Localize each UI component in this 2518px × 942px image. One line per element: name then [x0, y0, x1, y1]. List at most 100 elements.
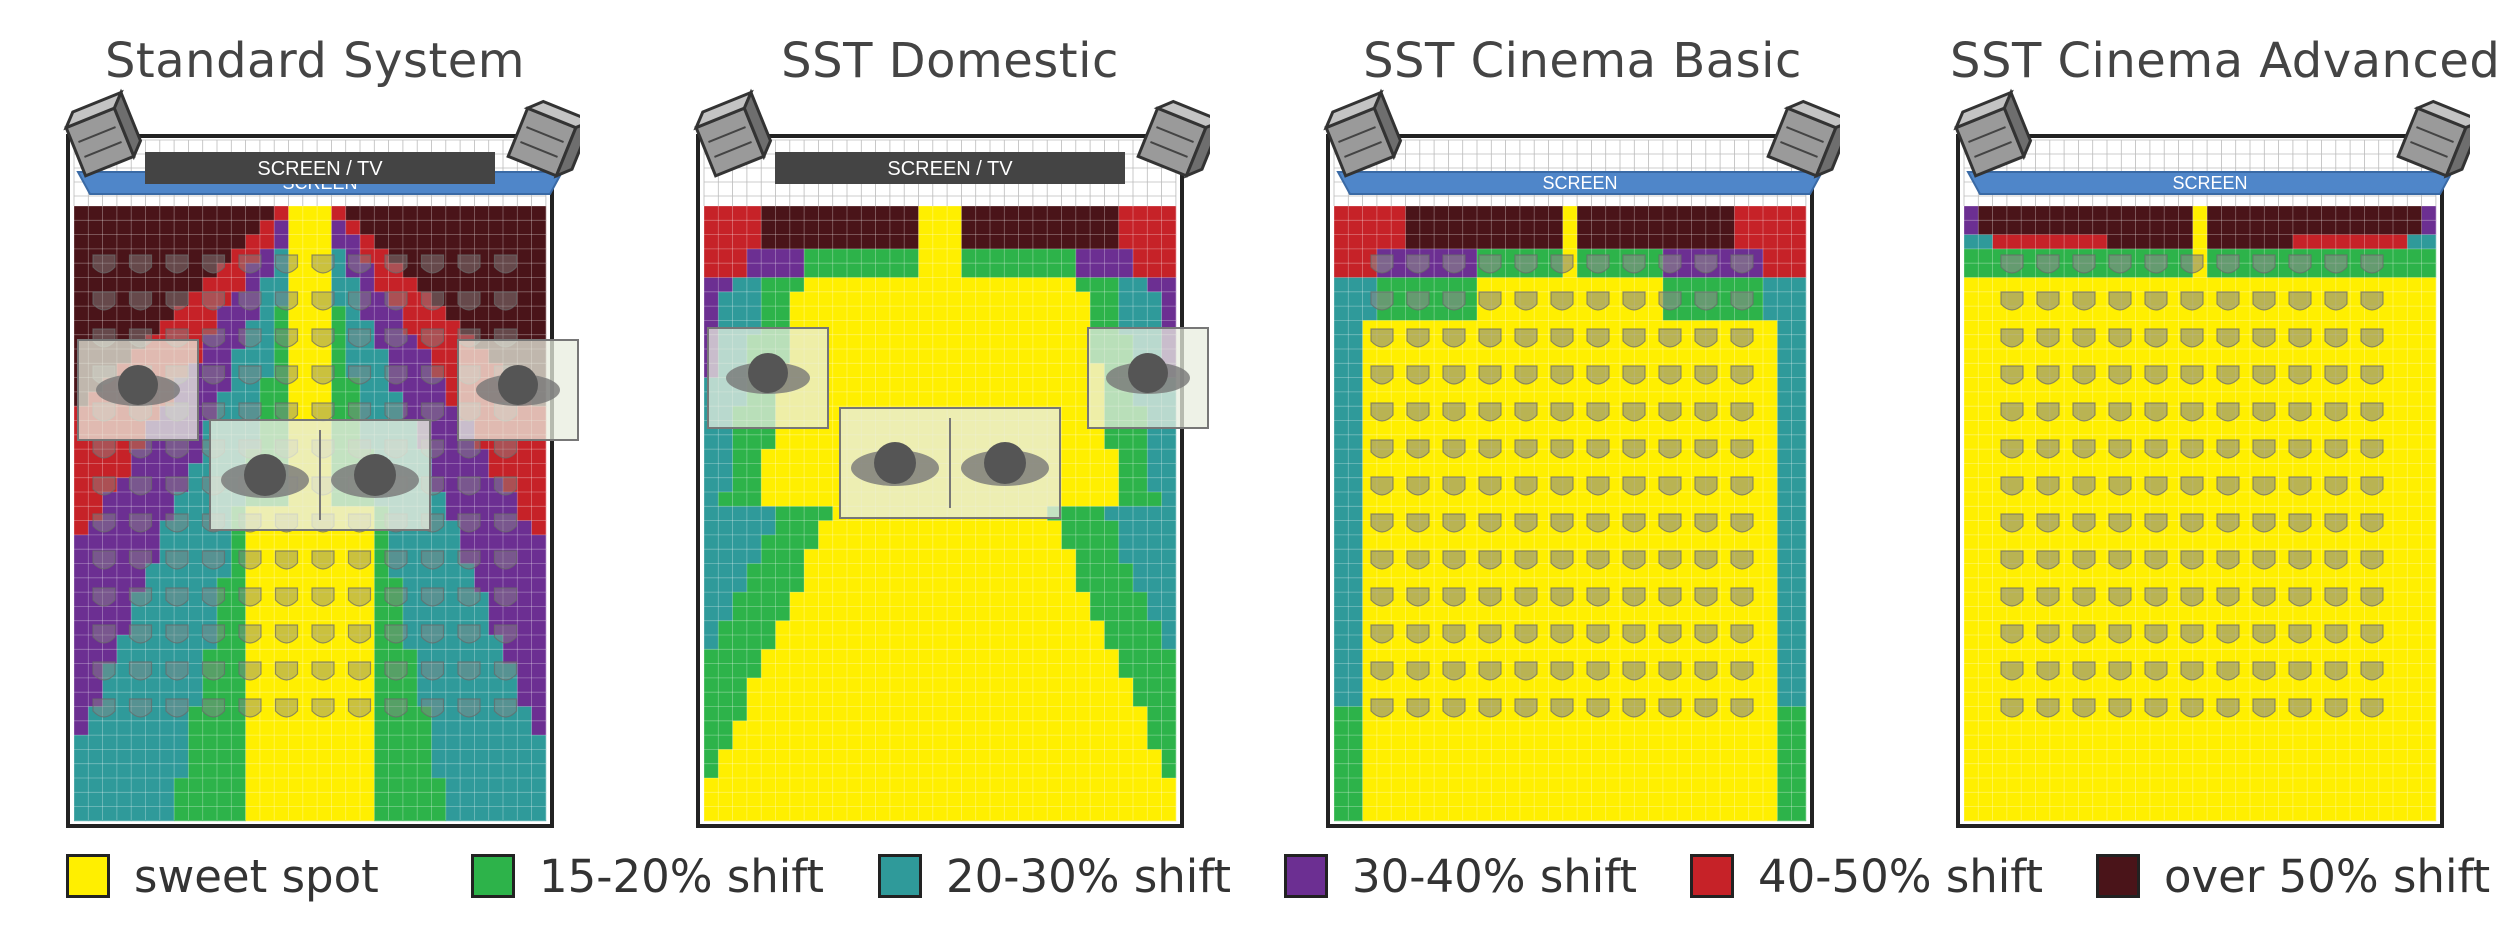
cinema-seat-icon: [1658, 254, 1682, 274]
heatmap-cell: [732, 577, 748, 593]
heatmap-cell: [761, 291, 776, 307]
heatmap-cell: [704, 549, 719, 564]
heatmap-cell: [818, 806, 833, 822]
heatmap-cell: [503, 620, 518, 636]
heatmap-cell: [1534, 649, 1549, 664]
heatmap-cell: [345, 806, 361, 822]
heatmap-cell: [388, 291, 404, 307]
heatmap-cell: [431, 778, 447, 793]
heatmap-cell: [904, 334, 919, 350]
heatmap-cell: [88, 306, 103, 321]
heatmap-cell: [531, 563, 547, 579]
heatmap-cell: [302, 706, 318, 722]
heatmap-cell: [918, 377, 934, 393]
heatmap-cell: [274, 320, 289, 335]
heatmap-cell: [1777, 234, 1792, 250]
heatmap-cell: [1376, 420, 1392, 436]
heatmap-cell: [431, 720, 447, 736]
heatmap-cell: [847, 663, 862, 679]
heatmap-cell: [1562, 677, 1578, 693]
heatmap-cell: [1577, 534, 1592, 550]
heatmap-cell: [188, 806, 203, 822]
heatmap-cell: [875, 263, 891, 278]
heatmap-cell: [503, 606, 518, 621]
heatmap-cell: [1448, 806, 1463, 822]
armchair-right: [457, 339, 579, 441]
heatmap-cell: [431, 220, 447, 235]
heatmap-cell: [1434, 763, 1449, 779]
heatmap-cell: [1004, 263, 1019, 278]
heatmap-cell: [789, 520, 805, 536]
heatmap-cell: [1133, 449, 1148, 464]
heatmap-cell: [1061, 406, 1077, 421]
heatmap-cell: [875, 277, 891, 293]
heatmap-cell: [1777, 549, 1792, 564]
heatmap-cell: [1118, 534, 1134, 550]
heatmap-cell: [1032, 663, 1048, 679]
heatmap-cell: [1075, 363, 1091, 378]
heatmap-cell: [188, 320, 203, 335]
heatmap-cell: [116, 620, 132, 636]
heatmap-cell: [1334, 334, 1349, 350]
heatmap-cell: [1791, 592, 1807, 607]
heatmap-cell: [1061, 749, 1077, 764]
heatmap-cell: [732, 220, 748, 235]
heatmap-cell: [1462, 248, 1478, 264]
cinema-seat-icon: [1442, 698, 1466, 718]
heatmap-cell: [1104, 563, 1119, 579]
heatmap-cell: [975, 377, 991, 393]
heatmap-cell: [1161, 706, 1177, 722]
heatmap-cell: [1591, 234, 1606, 250]
heatmap-cell: [345, 706, 361, 722]
heatmap-cell: [1677, 735, 1692, 750]
heatmap-cell: [388, 806, 404, 822]
heatmap-cell: [1075, 263, 1091, 278]
heatmap-cell: [889, 563, 905, 579]
heatmap-cell: [1662, 234, 1678, 250]
heatmap-cell: [1705, 349, 1721, 364]
heatmap-cell: [417, 606, 432, 621]
heatmap-cell: [1763, 220, 1778, 235]
heatmap-cell: [1348, 749, 1363, 764]
heatmap-cell: [875, 520, 891, 536]
heatmap-cell: [503, 720, 518, 736]
heatmap-cell: [1434, 463, 1449, 478]
heatmap-cell: [1677, 420, 1692, 436]
heatmap-cell: [1462, 763, 1478, 779]
heatmap-cell: [374, 735, 389, 750]
cinema-seat-icon: [384, 587, 408, 607]
heatmap-cell: [904, 291, 919, 307]
heatmap-cell: [1763, 206, 1778, 221]
heatmap-cell: [1691, 763, 1707, 779]
heatmap-cell: [88, 663, 103, 679]
heatmap-cell: [460, 477, 475, 493]
heatmap-cell: [1648, 306, 1664, 321]
heatmap-cell: [217, 577, 232, 593]
cinema-seat-icon: [1406, 698, 1430, 718]
cinema-seat-icon: [165, 513, 189, 533]
heatmap-cell: [531, 234, 547, 250]
heatmap-cell: [288, 306, 304, 321]
heatmap-cell: [188, 677, 203, 693]
heatmap-cell: [718, 463, 733, 478]
heatmap-cell: [1491, 492, 1506, 507]
heatmap-cell: [1018, 792, 1034, 807]
heatmap-cell: [2092, 206, 2108, 221]
heatmap-cell: [818, 778, 833, 793]
heatmap-cell: [360, 677, 375, 693]
heatmap-cell: [517, 220, 532, 235]
heatmap-cell: [402, 763, 418, 779]
cinema-seat-icon: [1370, 328, 1394, 348]
heatmap-cell: [274, 763, 289, 779]
heatmap-cell: [259, 620, 275, 636]
heatmap-cell: [1075, 620, 1091, 636]
heatmap-cell: [904, 592, 919, 607]
heatmap-cell: [145, 735, 161, 750]
heatmap-cell: [388, 792, 404, 807]
heatmap-cell: [1090, 291, 1105, 307]
heatmap-cell: [1419, 277, 1435, 293]
cinema-seat-icon: [1622, 402, 1646, 422]
heatmap-cell: [116, 463, 132, 478]
heatmap-cell: [531, 534, 547, 550]
heatmap-cell: [804, 477, 819, 493]
